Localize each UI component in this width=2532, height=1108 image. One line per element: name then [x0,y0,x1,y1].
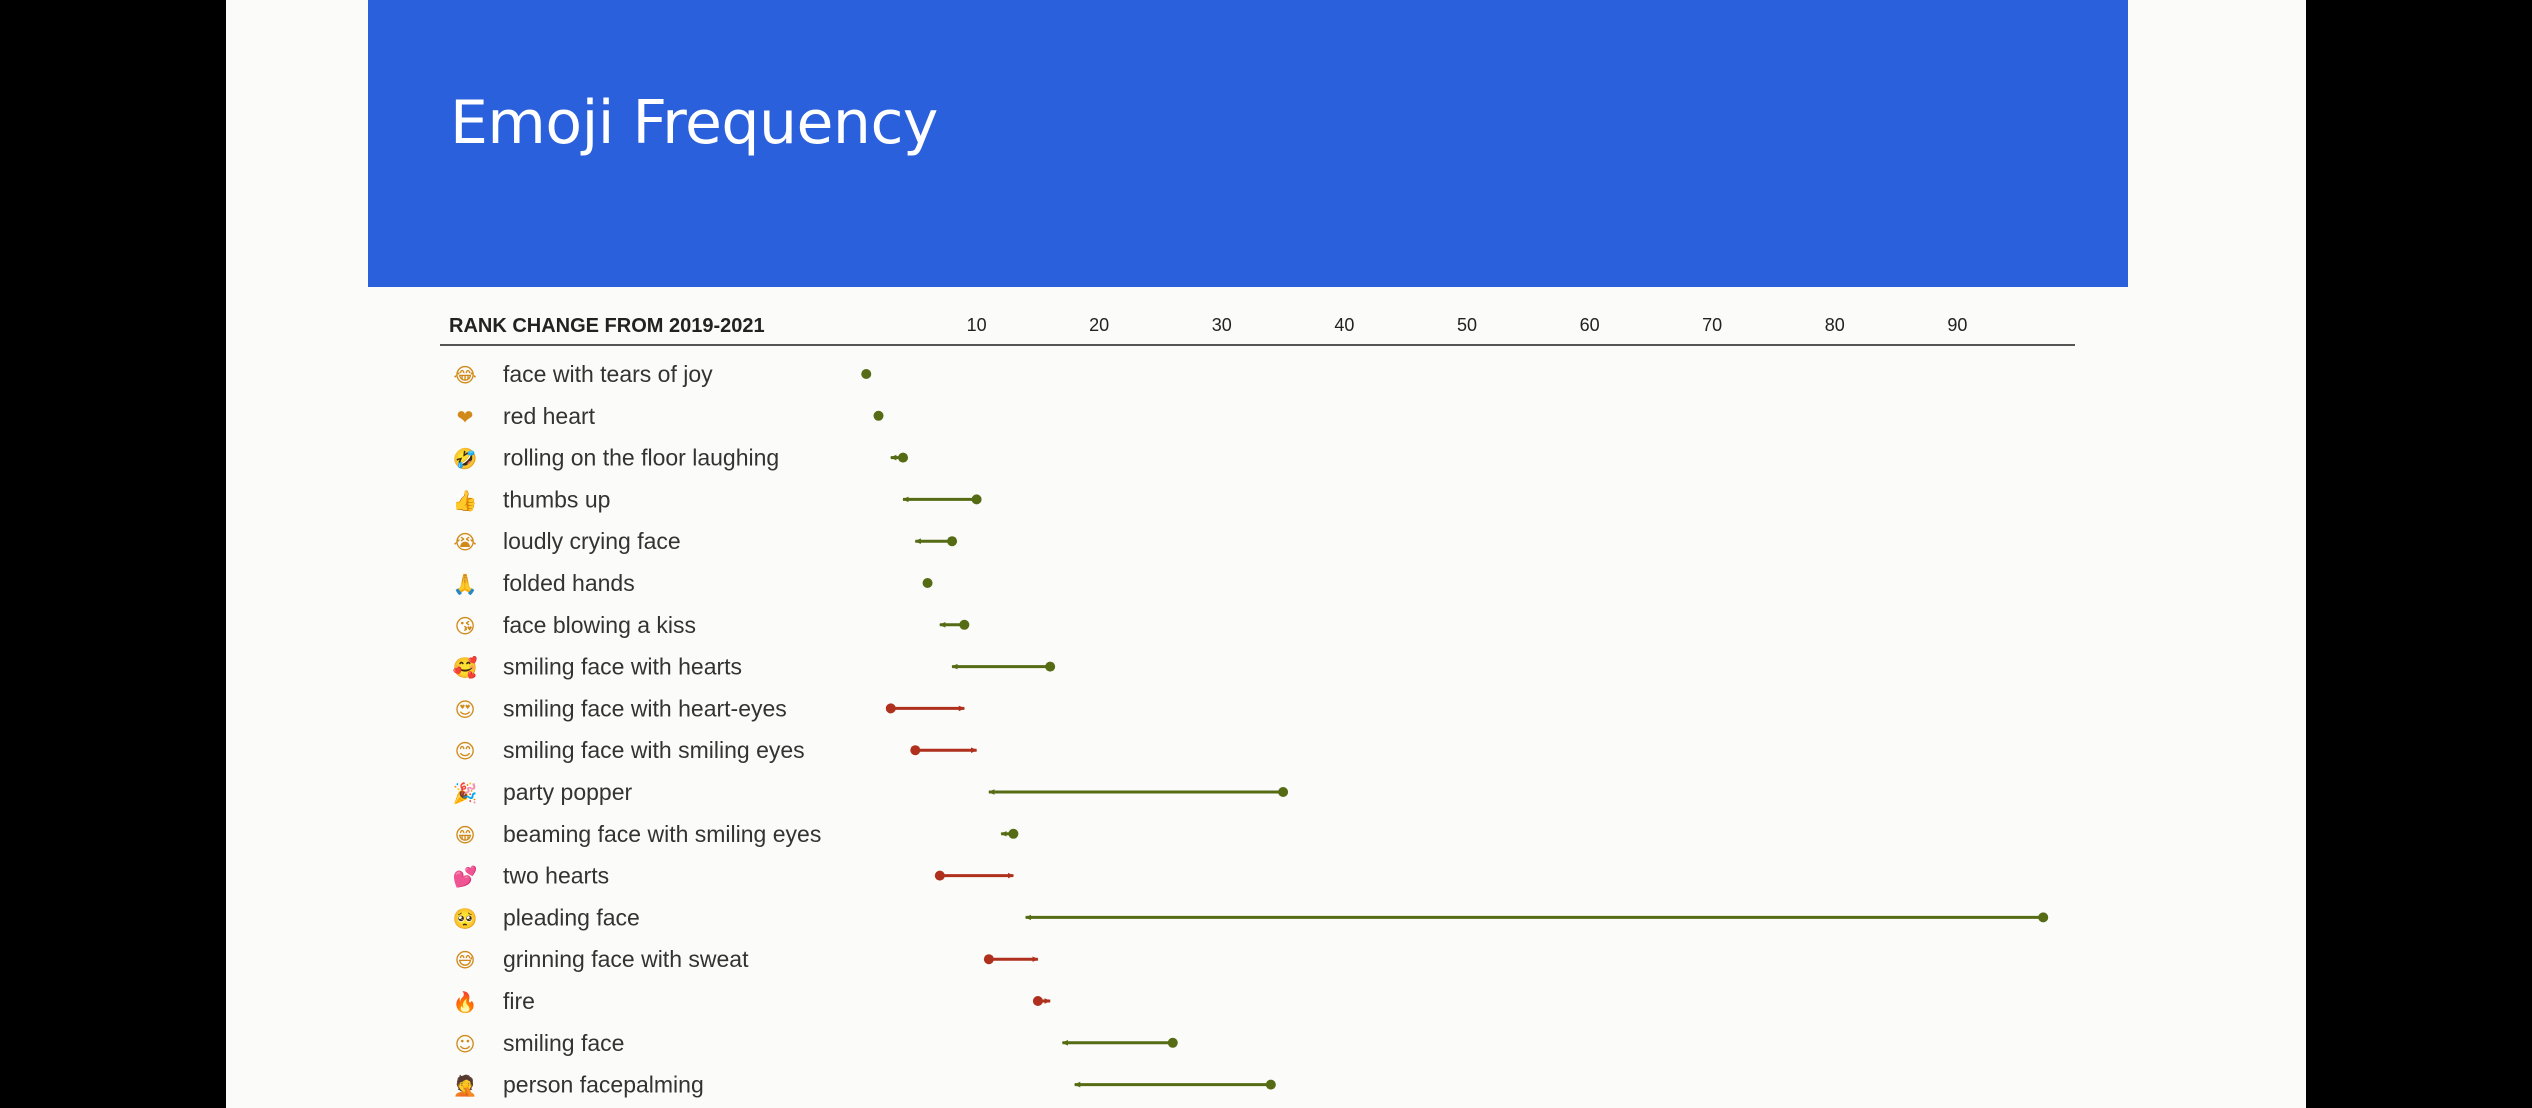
chart-row: 🤦 person facepalming [453,1072,1276,1098]
chart-row: 😭 loudly crying face [453,528,958,554]
x-tick-label: 60 [1580,315,1600,335]
rank-2019-point [1278,787,1289,797]
x-tick-label: 50 [1457,315,1477,335]
chart-row: 🎉 party popper [453,779,1289,805]
party-popper-icon: 🎉 [453,781,478,805]
slide: Emoji Frequency [226,0,2306,1108]
row-label: fire [503,988,535,1014]
left-letterbox [0,0,226,1108]
row-label: grinning face with sweat [503,946,749,972]
rank-2019-point [934,870,945,881]
pleading-face-icon: 🥺 [453,906,478,930]
face-with-tears-of-joy-icon: 😂 [453,363,476,387]
rank-2019-point [1045,661,1056,672]
rank-2019-point [861,369,872,379]
row-label: folded hands [503,570,635,596]
row-label: red heart [503,403,596,429]
smiling-face-icon: ☺ [455,1032,476,1056]
rank-2019-point [1167,1037,1178,1048]
x-tick-label: 10 [967,315,987,335]
row-label: smiling face with hearts [503,654,742,680]
row-label: face with tears of joy [503,361,713,387]
chart-row: 😁 beaming face with smiling eyes [455,821,1019,847]
two-hearts-icon: 💕 [453,865,478,889]
row-label: smiling face with heart-eyes [503,695,787,721]
person-facepalming-icon: 🤦 [453,1074,478,1098]
x-tick-label: 70 [1702,315,1722,335]
rolling-on-the-floor-laughing-icon: 🤣 [452,447,478,472]
rank-2019-point [947,536,958,547]
fire-icon: 🔥 [453,990,478,1014]
chart-row: ☺ smiling face [455,1030,1178,1056]
rank-2019-point [910,745,921,756]
chart-row: 😍 smiling face with heart-eyes [455,695,966,721]
chart-row: 🙏 folded hands [453,570,933,596]
smiling-face-with-heart-eyes-icon: 😍 [455,697,476,721]
row-label: person facepalming [503,1072,704,1098]
x-tick-label: 30 [1212,315,1232,335]
title-banner: Emoji Frequency [368,0,2128,287]
rank-2019-point [885,703,896,714]
x-tick-label: 20 [1089,315,1109,335]
loudly-crying-face-icon: 😭 [453,530,476,554]
row-label: smiling face [503,1030,624,1056]
beaming-face-with-smiling-eyes-icon: 😁 [455,823,476,847]
row-label: beaming face with smiling eyes [503,821,821,847]
rank-2019-point [898,452,909,463]
axis-title: RANK CHANGE FROM 2019-2021 [449,315,765,337]
row-label: party popper [503,779,632,805]
red-heart-icon: ❤ [457,405,474,429]
rank-2019-point [959,619,970,630]
chart-row: 🥺 pleading face [453,904,2049,930]
row-label: smiling face with smiling eyes [503,737,805,763]
smiling-face-with-hearts-icon: 🥰 [453,656,478,680]
smiling-face-with-smiling-eyes-icon: 😊 [455,739,476,763]
rank-2019-point [983,954,994,965]
chart-row: 🥰 smiling face with hearts [453,654,1056,680]
chart-row: 💕 two hearts [453,863,1015,889]
chart-row: ❤ red heart [457,403,884,429]
rank-2019-point [1032,996,1043,1006]
rank-2019-point [1265,1079,1276,1090]
rank-2019-point [873,410,884,421]
x-tick-label: 80 [1825,315,1845,335]
grinning-face-with-sweat-icon: 😅 [455,948,476,972]
rank-2019-point [971,494,982,505]
chart-row: 😘 face blowing a kiss [455,612,970,638]
row-label: loudly crying face [503,528,681,554]
row-label: rolling on the floor laughing [503,445,779,471]
chart-row: 👍 thumbs up [453,486,982,512]
chart-row: 😅 grinning face with sweat [455,946,1039,972]
folded-hands-icon: 🙏 [453,572,478,596]
face-blowing-a-kiss-icon: 😘 [455,614,476,638]
chart-row: 😊 smiling face with smiling eyes [455,737,978,763]
chart-row: 😂 face with tears of joy [453,361,872,387]
row-label: thumbs up [503,486,610,512]
row-label: two hearts [503,863,609,889]
thumbs-up-icon: 👍 [453,488,478,512]
x-tick-label: 40 [1334,315,1354,335]
row-label: face blowing a kiss [503,612,696,638]
chart-row: 🤣 rolling on the floor laughing [452,445,909,472]
rank-2019-point [922,578,933,588]
right-letterbox [2306,0,2532,1108]
slide-title: Emoji Frequency [450,88,938,158]
row-label: pleading face [503,904,640,930]
chart-row: 🔥 fire [453,988,1051,1014]
x-tick-label: 90 [1947,315,1967,335]
rank-2019-point [1008,828,1019,839]
rank-2019-point [2038,912,2049,923]
